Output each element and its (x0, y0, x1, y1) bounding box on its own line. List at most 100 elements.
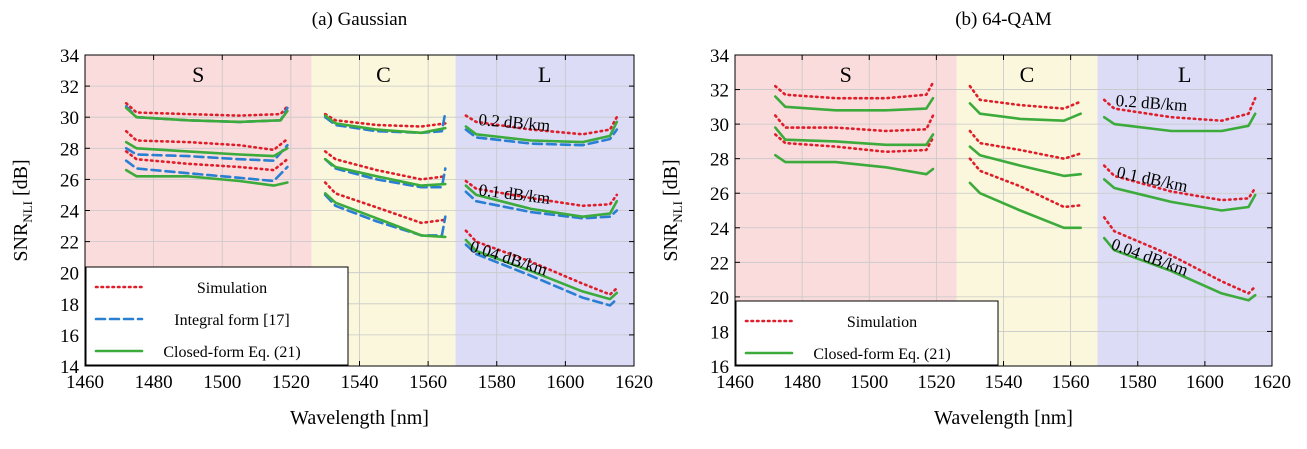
y-tick-label: 32 (710, 81, 729, 102)
series-2-curve-6 (323, 193, 447, 237)
band-label-c: C (376, 62, 391, 87)
y-axis-label-subscript: NLI (670, 201, 685, 223)
x-tick-label: 1580 (1119, 372, 1157, 393)
x-tick-label: 1580 (478, 372, 516, 393)
y-axis-label: SNRNLI [dB] (10, 159, 35, 261)
x-tick-label: 1460 (66, 372, 104, 393)
series-2-curve-9 (1102, 236, 1257, 302)
x-tick-label: 1520 (917, 372, 955, 393)
x-tick-label: 1460 (716, 372, 754, 393)
y-tick-label: 34 (60, 46, 80, 67)
y-tick-label: 34 (710, 46, 730, 67)
y-tick-label: 28 (60, 139, 79, 160)
x-tick-label: 1500 (203, 372, 241, 393)
y-tick-label: 20 (60, 264, 79, 285)
band-region-l (1097, 55, 1272, 366)
y-tick-label: 16 (60, 326, 79, 347)
chart-title: (b) 64-QAM (955, 9, 1052, 30)
series-1-curve-5 (968, 129, 1082, 160)
series-3-curve-7 (464, 120, 619, 144)
y-axis-label-unit: [dB] (10, 159, 32, 201)
legend-label-2: Integral form [17] (174, 312, 290, 329)
legend-label-1: Simulation (197, 280, 267, 297)
series-1-curve-2 (773, 114, 935, 133)
legend-label-1: Simulation (847, 314, 917, 331)
series-2-curve-3 (124, 159, 289, 183)
series-2-curve-7 (464, 128, 619, 147)
series-2-curve-6 (968, 181, 1082, 230)
y-tick-label: 14 (60, 357, 80, 378)
series-1-curve-7 (464, 114, 619, 136)
y-tick-label: 22 (60, 233, 79, 254)
y-tick-label: 26 (710, 184, 729, 205)
x-tick-label: 1600 (546, 372, 584, 393)
x-tick-label: 1600 (1186, 372, 1224, 393)
series-3-curve-5 (323, 157, 447, 187)
series-3-curve-9 (464, 238, 619, 301)
y-axis-label: SNRNLI [dB] (660, 159, 685, 261)
series-1-curve-3 (773, 133, 935, 154)
band-label-c: C (1020, 62, 1035, 87)
series-3-curve-3 (124, 168, 289, 187)
x-tick-label: 1480 (783, 372, 821, 393)
chart-title: (a) Gaussian (312, 9, 408, 30)
y-tick-label: 22 (710, 253, 729, 274)
series-2-curve-2 (124, 143, 289, 162)
x-tick-label: 1540 (985, 372, 1023, 393)
series-1-curve-8 (1102, 164, 1257, 202)
y-tick-label: 24 (710, 219, 730, 240)
series-1-curve-6 (968, 157, 1082, 209)
series-1-curve-6 (323, 181, 447, 225)
y-tick-label: 18 (60, 295, 79, 316)
y-tick-label: 18 (710, 322, 729, 343)
y-tick-label: 28 (710, 150, 729, 171)
x-axis-label: Wavelength [nm] (290, 407, 429, 429)
y-axis-label-subscript: NLI (20, 201, 35, 223)
attenuation-annotation-1: 0.2 dB/km (1115, 91, 1188, 115)
y-axis-label-main: SNR (10, 222, 32, 262)
series-2-curve-1 (773, 95, 935, 112)
series-1-curve-9 (464, 229, 619, 296)
series-3-curve-4 (323, 114, 447, 135)
series-2-curve-4 (968, 102, 1082, 122)
x-tick-label: 1560 (409, 372, 447, 393)
series-1-curve-9 (1102, 216, 1257, 295)
series-3-curve-8 (464, 184, 619, 218)
series-3-curve-1 (124, 106, 289, 124)
legend: Simulation Closed-form Eq. (21) (735, 300, 999, 366)
series-3-curve-2 (124, 140, 289, 158)
series-3-curve-6 (323, 192, 447, 239)
legend-label-3: Closed-form Eq. (21) (163, 344, 300, 361)
x-axis-label: Wavelength [nm] (934, 407, 1073, 429)
y-tick-label: 20 (710, 288, 729, 309)
x-tick-label: 1620 (1253, 372, 1291, 393)
band-label-l: L (538, 62, 551, 87)
legend: Simulation Integral form [17] Closed-form … (85, 266, 349, 366)
legend-box (735, 300, 999, 366)
y-tick-label: 32 (60, 77, 79, 98)
series-1-curve-2 (124, 129, 289, 152)
series-2-curve-3 (773, 153, 935, 176)
series-1-curve-4 (323, 112, 447, 128)
y-axis-label-main: SNR (660, 222, 682, 262)
x-tick-label: 1540 (341, 372, 379, 393)
legend-box (85, 266, 349, 366)
series-group (124, 101, 619, 307)
band-label-l: L (1178, 62, 1191, 87)
y-tick-label: 24 (60, 202, 80, 223)
y-tick-label: 30 (710, 115, 729, 136)
series-2-curve-2 (773, 126, 935, 147)
series-2-curve-9 (464, 243, 619, 307)
series-2-curve-7 (1102, 112, 1257, 133)
y-axis-label-unit: [dB] (660, 159, 682, 201)
series-1-curve-5 (323, 150, 447, 181)
band-label-s: S (840, 62, 852, 87)
x-tick-label: 1560 (1052, 372, 1090, 393)
x-tick-label: 1500 (850, 372, 888, 393)
series-1-curve-1 (124, 101, 289, 117)
series-group (773, 81, 1257, 302)
